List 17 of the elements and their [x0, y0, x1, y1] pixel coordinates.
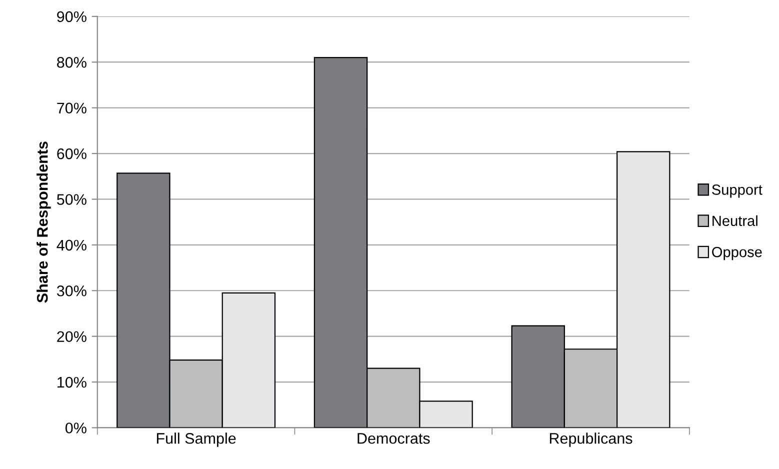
- legend-label: Neutral: [712, 215, 758, 226]
- y-tick-label: 50%: [56, 194, 86, 205]
- legend-label: Support: [712, 184, 762, 198]
- y-axis-title: Share of Respondents: [36, 142, 51, 303]
- y-tick-label: 70%: [57, 102, 86, 114]
- x-tick-label: Republicans: [550, 432, 632, 447]
- y-tick-label: 10%: [58, 376, 86, 388]
- x-tick-label: Full Sample: [156, 432, 236, 447]
- y-tick-label: 30%: [56, 285, 86, 296]
- y-tick-label: 90%: [57, 11, 86, 22]
- y-tick-label: 0%: [65, 422, 86, 434]
- y-tick-label: 40%: [56, 240, 86, 251]
- x-tick-label: Democrats: [358, 433, 430, 444]
- legend-label: Oppose: [712, 246, 762, 260]
- y-tick-label: 20%: [57, 331, 86, 342]
- y-tick-label: 60%: [57, 148, 86, 160]
- y-tick-label: 80%: [57, 56, 86, 68]
